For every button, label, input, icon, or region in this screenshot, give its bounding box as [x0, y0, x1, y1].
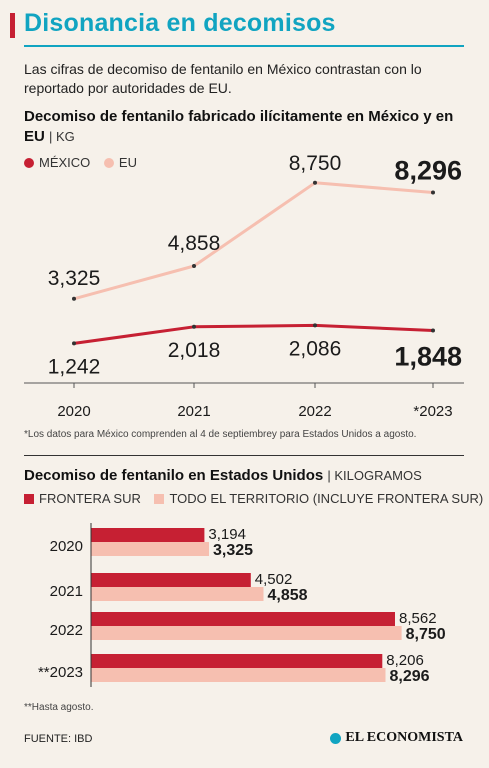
data-label-eu: 8,296 — [394, 156, 462, 186]
page-title: Disonancia en decomisos — [24, 9, 336, 37]
data-label-mexico: 1,848 — [394, 342, 462, 372]
bar-frontera-sur — [91, 654, 383, 668]
legend-item-frontera-sur: FRONTERA SUR — [24, 491, 141, 506]
x-tick-label: 2022 — [298, 403, 331, 420]
bar-value-label: 4,858 — [268, 587, 308, 604]
legend-label-todo-territorio: TODO EL TERRITORIO (INCLUYE FRONTERA SUR… — [169, 491, 484, 506]
data-point-mexico — [431, 328, 435, 333]
series-line-eu — [73, 181, 434, 301]
legend-swatch-mexico — [24, 157, 34, 168]
x-tick-label: *2023 — [413, 403, 452, 420]
legend-swatch-todo-territorio — [154, 493, 165, 504]
category-label: **2023 — [38, 664, 83, 681]
series-line-mexico — [73, 323, 434, 345]
data-label-mexico: 1,242 — [48, 355, 101, 378]
category-label: 2022 — [50, 622, 83, 639]
x-tick-label: 2020 — [57, 403, 90, 420]
legend-swatch-frontera-sur — [24, 493, 34, 504]
data-point-eu — [431, 190, 435, 195]
x-tick-label: 2021 — [177, 403, 210, 420]
data-point-mexico — [72, 341, 76, 346]
logo-text: EL ECONOMISTA — [345, 730, 463, 745]
bar-chart-title-text: Decomiso de fentanilo en Estados Unidos — [24, 467, 324, 484]
bar-value-label: 8,750 — [406, 626, 446, 643]
bar-chart-title: Decomiso de fentanilo en Estados Unidos … — [24, 466, 469, 486]
bar-value-label: 3,194 — [208, 526, 246, 543]
data-point-eu — [313, 180, 317, 185]
data-label-mexico: 2,018 — [168, 339, 221, 362]
bar-value-label: 8,296 — [390, 668, 430, 685]
bar-value-label: 8,206 — [386, 652, 424, 669]
legend-label-eu: EU — [118, 155, 137, 170]
data-label-eu: 8,750 — [289, 152, 342, 175]
line-chart-title: Decomiso de fentanilo fabricado ilícitam… — [24, 107, 469, 147]
bar-value-label: 3,325 — [213, 542, 253, 559]
data-point-eu — [72, 296, 76, 301]
legend-item-mexico: MÉXICO — [24, 155, 90, 170]
line-chart-unit: | KG — [49, 129, 75, 144]
bar-todo-territorio — [91, 587, 264, 601]
bar-frontera-sur — [91, 612, 395, 626]
bar-frontera-sur — [91, 573, 251, 587]
source-note: FUENTE: IBD — [24, 733, 93, 745]
legend-swatch-eu — [103, 157, 114, 168]
data-point-mexico — [192, 324, 196, 329]
legend-item-eu: EU — [103, 155, 137, 170]
bar-value-label: 8,562 — [399, 610, 437, 627]
data-label-eu: 4,858 — [168, 232, 221, 255]
category-label: 2021 — [50, 583, 83, 600]
bar-value-label: 4,502 — [255, 571, 293, 588]
data-label-mexico: 2,086 — [289, 337, 342, 360]
section-divider — [24, 455, 464, 456]
bar-todo-territorio — [91, 626, 402, 640]
legend-label-frontera-sur: FRONTERA SUR — [39, 491, 141, 506]
bar-chart-legend: FRONTERA SUR TODO EL TERRITORIO (INCLUYE… — [24, 491, 489, 507]
bar-chart-note: **Hasta agosto. — [24, 702, 94, 713]
title-accent-bar — [10, 13, 15, 38]
line-chart-title-text: Decomiso de fentanilo fabricado ilícitam… — [24, 108, 454, 145]
legend-item-todo-territorio: TODO EL TERRITORIO (INCLUYE FRONTERA SUR… — [154, 491, 483, 506]
bar-frontera-sur — [91, 528, 205, 542]
bar-todo-territorio — [91, 542, 209, 556]
logo-mark-icon — [330, 732, 342, 744]
line-chart: 1,242 2,018 2,086 1,848 3,325 4,858 8,750 8,296… — [24, 152, 464, 420]
bar-todo-territorio — [91, 668, 386, 682]
brand-logo: EL ECONOMISTA — [330, 730, 463, 746]
line-chart-note: *Los datos para México comprenden al 4 d… — [24, 429, 417, 440]
title-rule — [24, 45, 464, 47]
data-point-mexico — [313, 323, 317, 328]
data-label-eu: 3,325 — [48, 267, 101, 290]
category-label: 2020 — [50, 538, 83, 555]
bar-chart-unit: | KILOGRAMOS — [327, 468, 422, 483]
data-point-eu — [192, 264, 196, 268]
page-subtitle: Las cifras de decomiso de fentanilo en M… — [24, 61, 422, 96]
line-chart-legend: MÉXICO EU — [24, 155, 147, 171]
legend-label-mexico: MÉXICO — [39, 155, 91, 170]
